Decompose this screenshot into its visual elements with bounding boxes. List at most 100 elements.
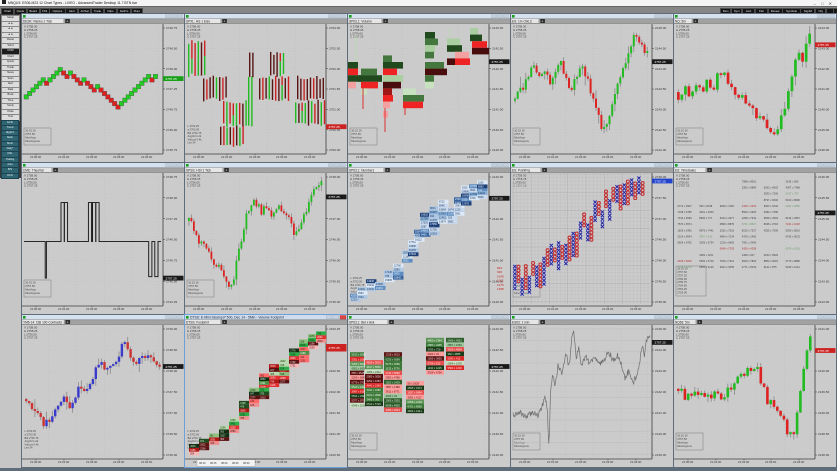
- svg-text:2746.00: 2746.00: [166, 128, 177, 132]
- svg-text:14224: 14224: [478, 192, 486, 195]
- svg-text:2757.25: 2757.25: [166, 77, 177, 81]
- svg-text:2771 x 5043: 2771 x 5043: [742, 265, 757, 269]
- svg-text:2757.25: 2757.25: [655, 341, 666, 345]
- svg-text:9949 x 1182: 9949 x 1182: [720, 204, 735, 208]
- svg-text:56 x 2628: 56 x 2628: [408, 382, 420, 386]
- svg-text:2747.00: 2747.00: [166, 411, 177, 415]
- svg-text:7001 x 3405: 7001 x 3405: [742, 241, 757, 245]
- svg-text:5163 x 3808: 5163 x 3808: [367, 393, 382, 397]
- svg-text:2262: 2262: [250, 389, 256, 392]
- svg-text:2749.00: 2749.00: [166, 327, 177, 331]
- svg-text:5260 x 6023: 5260 x 6023: [352, 362, 367, 366]
- svg-text:4595 x 4374: 4595 x 4374: [408, 386, 423, 390]
- svg-text:5731 x 8827: 5731 x 8827: [742, 222, 757, 226]
- svg-text:2748.50: 2748.50: [166, 348, 177, 352]
- svg-text:2142.00: 2142.00: [655, 148, 666, 152]
- svg-text:L 2756.00: L 2756.00: [513, 31, 526, 35]
- svg-text:21:00:00: 21:00:00: [30, 460, 42, 464]
- svg-text:871: 871: [200, 440, 205, 443]
- svg-text:2747.00: 2747.00: [655, 217, 666, 221]
- svg-text:SP63.1: Numbers: SP63.1: Numbers: [349, 168, 375, 172]
- svg-text:6948 x 7335: 6948 x 7335: [720, 247, 735, 251]
- svg-text:21:04:00: 21:04:00: [304, 307, 316, 311]
- svg-text:2757.25: 2757.25: [166, 276, 177, 280]
- svg-text:H 2758.25: H 2758.25: [676, 28, 690, 32]
- svg-text:L 2756.00: L 2756.00: [24, 332, 37, 336]
- svg-text:1132 x 5776: 1132 x 5776: [386, 367, 401, 371]
- svg-text:9561: 9561: [455, 213, 461, 216]
- svg-text:2143.50: 2143.50: [818, 279, 829, 283]
- svg-text:4864 x 7134: 4864 x 7134: [720, 234, 735, 238]
- svg-text:21:00:00: 21:00:00: [356, 155, 368, 159]
- svg-text:563: 563: [220, 431, 225, 434]
- svg-text:485: 485: [270, 373, 275, 376]
- svg-text:21:01:00: 21:01:00: [221, 307, 233, 311]
- svg-text:3011 x 1083: 3011 x 1083: [367, 388, 382, 392]
- svg-text:2303: 2303: [290, 357, 296, 360]
- svg-text:2757.25: 2757.25: [655, 179, 666, 183]
- svg-text:9460: 9460: [421, 234, 427, 237]
- svg-text:2141.50: 2141.50: [492, 87, 503, 91]
- svg-text:+: +: [541, 19, 543, 23]
- svg-text:2746.00: 2746.00: [329, 259, 340, 263]
- svg-text:1401: 1401: [260, 382, 266, 385]
- svg-text:21:02:00: 21:02:00: [86, 155, 98, 159]
- svg-text:+: +: [54, 168, 56, 172]
- svg-text:19906: 19906: [462, 190, 470, 193]
- svg-text:2702.50: 2702.50: [329, 47, 340, 51]
- svg-text:533: 533: [448, 217, 453, 220]
- svg-text:DTSS: E-Mini S&amp;P 500, Dec: DTSS: E-Mini S&amp;P 500, Dec 14 - 5Min …: [190, 316, 284, 320]
- svg-text:H 2758.25: H 2758.25: [187, 177, 201, 181]
- svg-text:2141.00: 2141.00: [492, 108, 503, 112]
- svg-text:1776: 1776: [290, 350, 296, 353]
- svg-text:21:02:00: 21:02:00: [575, 155, 587, 159]
- svg-text:21:02:00: 21:02:00: [249, 307, 261, 311]
- svg-text:21:03:00: 21:03:00: [113, 155, 125, 159]
- svg-text:1986: 1986: [190, 449, 196, 452]
- svg-text:2142.50: 2142.50: [492, 348, 503, 352]
- svg-text:2746.00: 2746.00: [655, 259, 666, 263]
- svg-text:16692: 16692: [358, 288, 366, 291]
- svg-text:2746.50: 2746.50: [166, 238, 177, 242]
- svg-text:11756: 11756: [430, 228, 437, 231]
- svg-text:13761: 13761: [439, 213, 447, 216]
- svg-text:2864: 2864: [260, 378, 266, 381]
- svg-text:4923 x 43: 4923 x 43: [428, 352, 440, 356]
- svg-text:2142.00: 2142.00: [492, 369, 503, 373]
- svg-text:2145.00: 2145.00: [655, 26, 666, 30]
- svg-text:1049: 1049: [497, 274, 504, 278]
- svg-text:16602: 16602: [421, 214, 429, 217]
- svg-text:3629 x 4804: 3629 x 4804: [448, 348, 463, 352]
- svg-text:2746.50: 2746.50: [329, 238, 340, 242]
- svg-text:2736 x 512: 2736 x 512: [428, 361, 441, 365]
- svg-text:21:02:00: 21:02:00: [86, 460, 98, 464]
- svg-text:6157 x 727: 6157 x 727: [786, 192, 799, 196]
- svg-text:16098: 16098: [462, 194, 470, 197]
- svg-text:13441: 13441: [455, 202, 463, 205]
- svg-text:MovAvg+: MovAvg+: [514, 287, 526, 291]
- svg-text:2140.00: 2140.00: [818, 108, 829, 112]
- svg-text:795: 795: [240, 417, 245, 420]
- svg-text:C 2757.25: C 2757.25: [187, 184, 201, 188]
- svg-text:755: 755: [260, 393, 265, 396]
- svg-text:21:04:00: 21:04:00: [630, 460, 642, 464]
- svg-text:2144.50: 2144.50: [655, 47, 666, 51]
- svg-text:a 2702.00: a 2702.00: [188, 128, 200, 132]
- svg-text:10218: 10218: [430, 232, 438, 235]
- svg-text:21:00:00: 21:00:00: [682, 155, 694, 159]
- svg-text:315: 315: [210, 442, 215, 445]
- svg-text:1676: 1676: [309, 335, 315, 338]
- svg-text:2757.25: 2757.25: [492, 197, 503, 201]
- svg-text:5287: 5287: [421, 226, 427, 229]
- svg-text:V 2758.00: V 2758.00: [676, 25, 690, 29]
- svg-text:6262 x 6903: 6262 x 6903: [764, 186, 779, 190]
- svg-text:21:00:00: 21:00:00: [193, 155, 205, 159]
- svg-text:2143.00: 2143.00: [492, 175, 503, 179]
- svg-text:2703.00: 2703.00: [329, 26, 340, 30]
- svg-text:936: 936: [497, 270, 502, 274]
- svg-text:2757.50: 2757.50: [351, 437, 361, 441]
- svg-text:8797 x 6000: 8797 x 6000: [764, 198, 779, 202]
- svg-text:3826: 3826: [394, 273, 400, 276]
- svg-text:MovAvg+: MovAvg+: [351, 135, 363, 139]
- svg-text:+: +: [384, 19, 386, 23]
